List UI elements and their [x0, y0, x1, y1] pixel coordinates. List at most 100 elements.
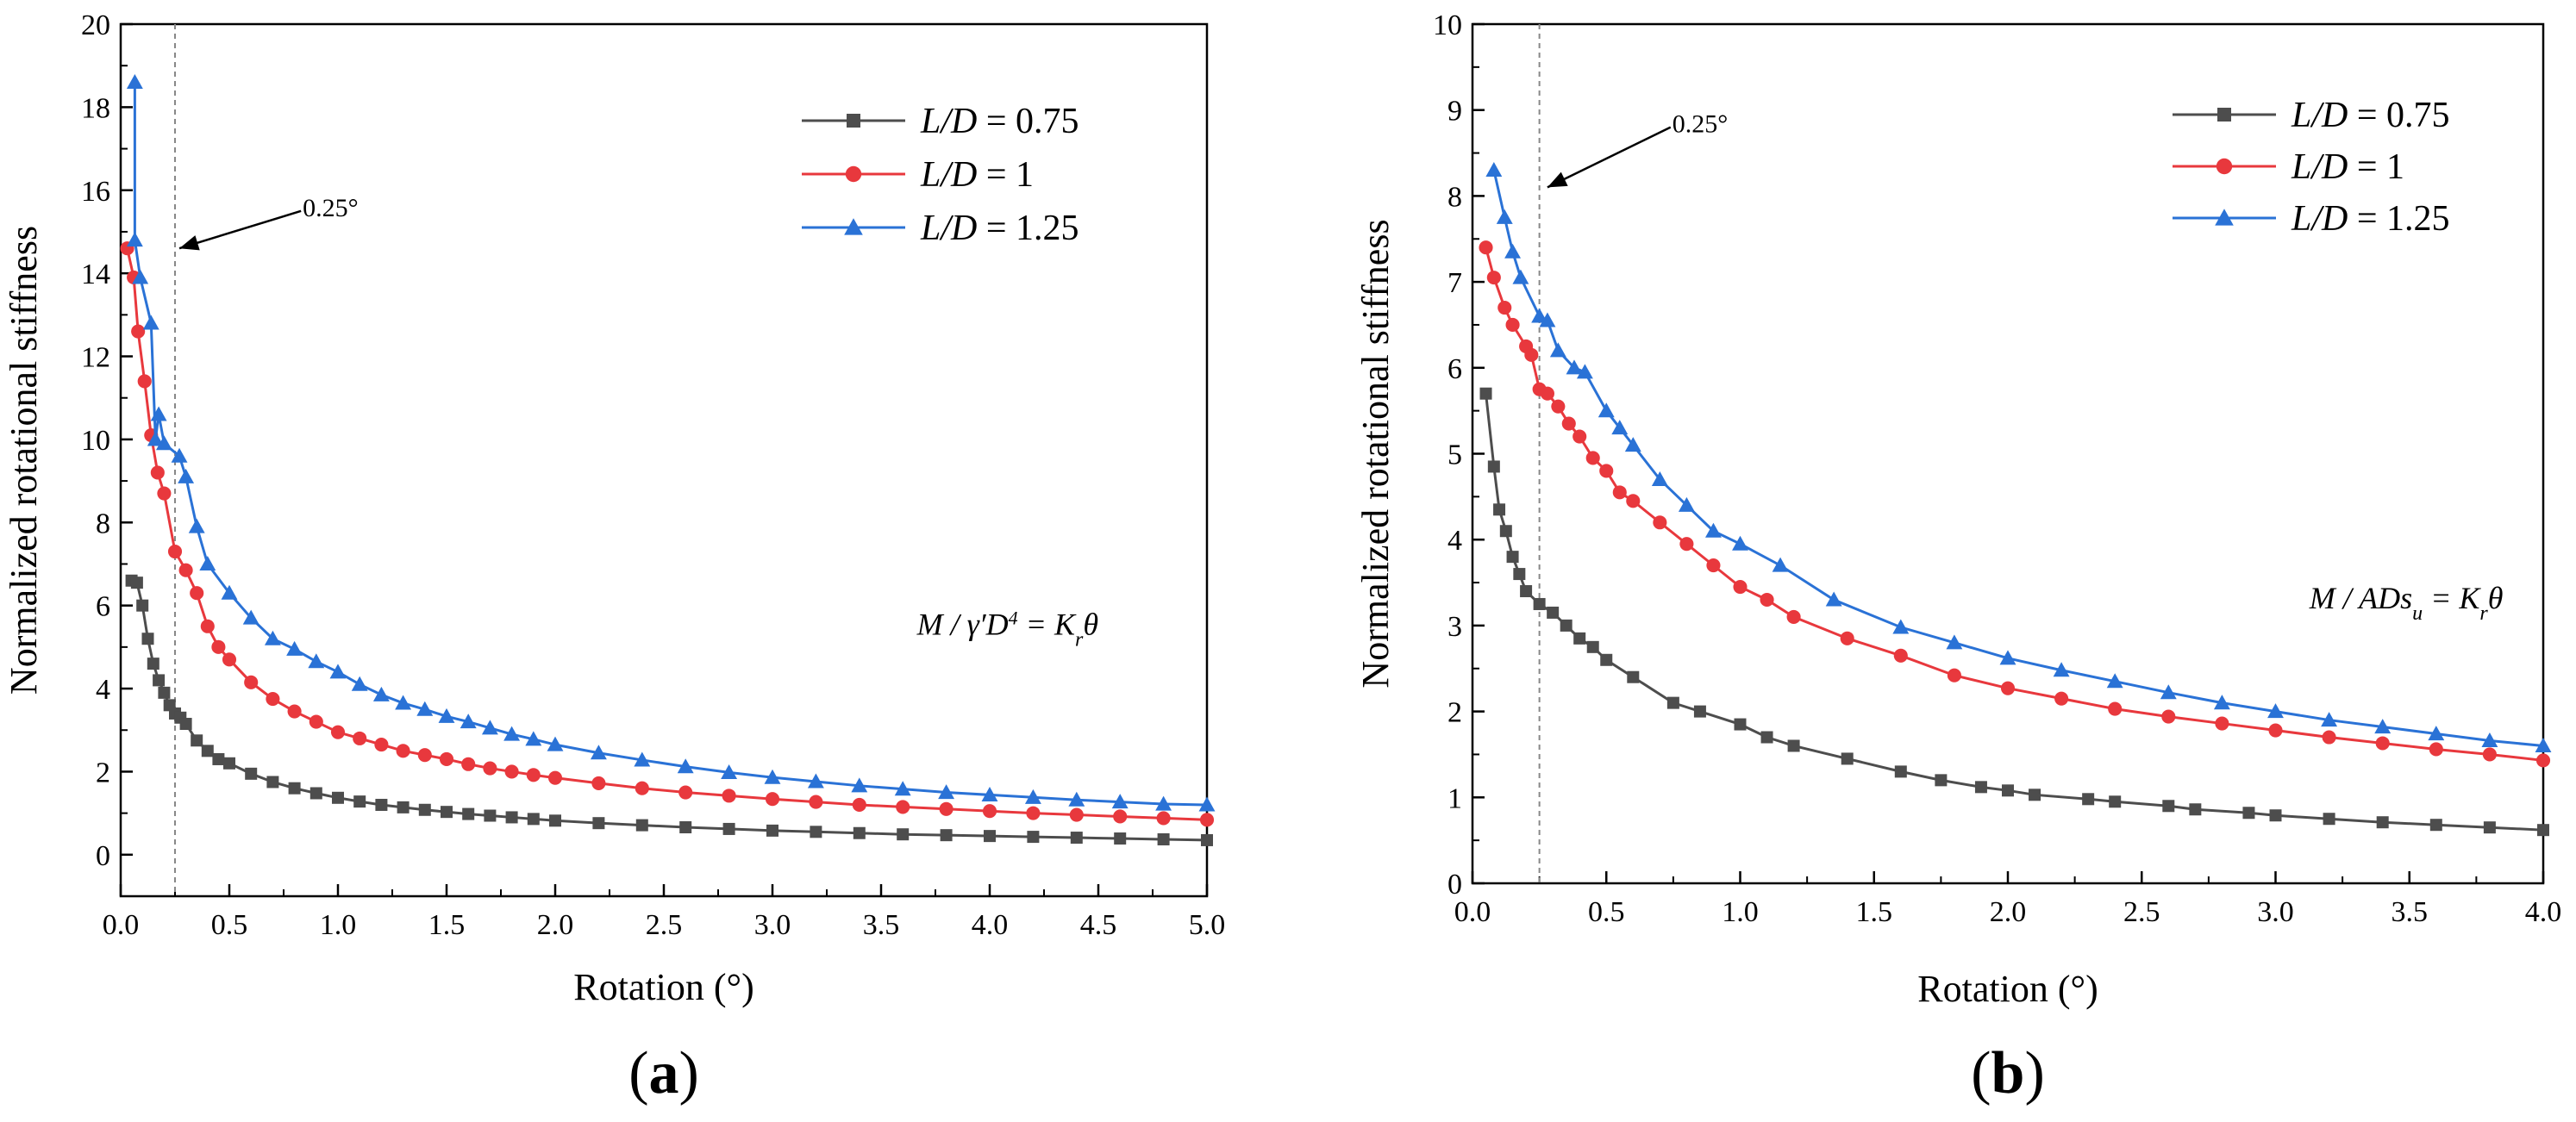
data-point — [395, 695, 412, 710]
series-2 — [120, 241, 1215, 827]
y-tick-label: 1 — [1447, 782, 1462, 814]
data-point — [2108, 701, 2123, 716]
data-point — [439, 751, 454, 767]
data-point — [853, 826, 866, 839]
data-point — [178, 563, 193, 577]
formula-part: θ — [2488, 581, 2504, 615]
data-point — [201, 745, 214, 757]
series-line — [126, 247, 1208, 821]
data-point — [1198, 796, 1216, 812]
x-tick-label: 4.0 — [972, 909, 1009, 941]
data-point — [894, 781, 911, 796]
data-point — [677, 758, 694, 774]
data-point — [1070, 832, 1083, 845]
legend-label-rest: = 1 — [977, 155, 1034, 195]
data-point — [1551, 399, 1566, 414]
formula-part: r — [2479, 602, 2488, 625]
series-3 — [1485, 162, 2552, 753]
data-point — [417, 748, 432, 763]
data-point — [591, 776, 606, 790]
formula-part: = K — [1018, 607, 1077, 641]
legend-marker — [845, 165, 862, 183]
data-point — [1540, 386, 1554, 401]
data-point — [527, 813, 540, 826]
y-tick-label: 8 — [1447, 181, 1462, 213]
y-tick-label: 3 — [1447, 611, 1462, 643]
data-point — [1893, 648, 1908, 663]
data-point — [2537, 824, 2549, 837]
legend-marker — [2217, 108, 2231, 122]
data-point — [2160, 684, 2177, 700]
y-tick-label: 6 — [1447, 353, 1462, 385]
data-point — [503, 726, 521, 741]
data-point — [141, 633, 154, 645]
data-point — [2483, 821, 2496, 834]
data-point — [461, 757, 476, 771]
formula-part: θ — [1083, 607, 1098, 641]
data-point — [191, 734, 203, 747]
data-point — [1946, 634, 1963, 650]
series-2 — [1479, 240, 2551, 768]
data-point — [1549, 342, 1566, 358]
x-tick-label: 1.5 — [428, 909, 466, 941]
data-point — [1506, 551, 1519, 564]
data-point — [460, 714, 477, 729]
data-point — [547, 736, 564, 751]
data-point — [1892, 619, 1910, 634]
data-point — [2242, 807, 2255, 820]
data-point — [150, 465, 165, 480]
x-tick-label: 4.5 — [1080, 909, 1117, 941]
data-point — [1624, 437, 1641, 452]
data-point — [353, 795, 366, 808]
data-point — [288, 782, 301, 795]
series-1 — [1479, 387, 2549, 837]
data-point — [137, 374, 152, 389]
data-point — [351, 676, 368, 691]
data-point — [329, 664, 347, 679]
data-point — [2374, 719, 2392, 734]
data-point — [1201, 833, 1213, 846]
data-point — [2535, 753, 2551, 768]
data-point — [200, 619, 215, 633]
data-point — [157, 486, 172, 501]
x-tick-label: 1.0 — [1722, 896, 1759, 928]
y-tick-label: 10 — [1433, 9, 1462, 41]
data-point — [1487, 460, 1500, 473]
data-point — [1505, 317, 1520, 333]
data-point — [242, 609, 259, 625]
y-tick-label: 18 — [81, 92, 110, 124]
data-point — [1524, 347, 1539, 362]
data-point — [1027, 831, 1040, 844]
data-point — [1497, 300, 1512, 315]
x-tick-label: 3.0 — [2257, 896, 2294, 928]
data-point — [504, 764, 519, 779]
data-point — [374, 738, 389, 752]
data-point — [1156, 811, 1171, 826]
data-point — [2109, 795, 2122, 808]
y-tick-label: 6 — [96, 591, 110, 623]
plot-frame — [119, 22, 1209, 898]
data-point — [678, 785, 693, 800]
arrow-shaft — [178, 209, 302, 250]
panel-label-close: ) — [2024, 1040, 2044, 1106]
data-point — [2082, 793, 2095, 806]
data-point — [223, 757, 235, 770]
data-point — [1113, 809, 1128, 824]
data-point — [2322, 730, 2336, 745]
data-point — [1653, 515, 1667, 530]
data-point — [1999, 650, 2016, 665]
data-point — [264, 630, 281, 645]
legend-label-italic: L/D — [920, 155, 977, 195]
y-axis-title: Normalized rotational stiffness — [3, 226, 45, 695]
data-point — [1479, 240, 1493, 255]
y-tick-label: 7 — [1447, 267, 1462, 299]
data-point — [178, 468, 195, 483]
data-point — [1693, 705, 1706, 718]
data-point — [190, 586, 204, 601]
data-point — [1597, 402, 1615, 418]
data-point — [549, 814, 561, 827]
data-point — [1666, 696, 1679, 709]
y-tick-label: 4 — [96, 674, 110, 706]
x-tick-label: 2.0 — [537, 909, 574, 941]
